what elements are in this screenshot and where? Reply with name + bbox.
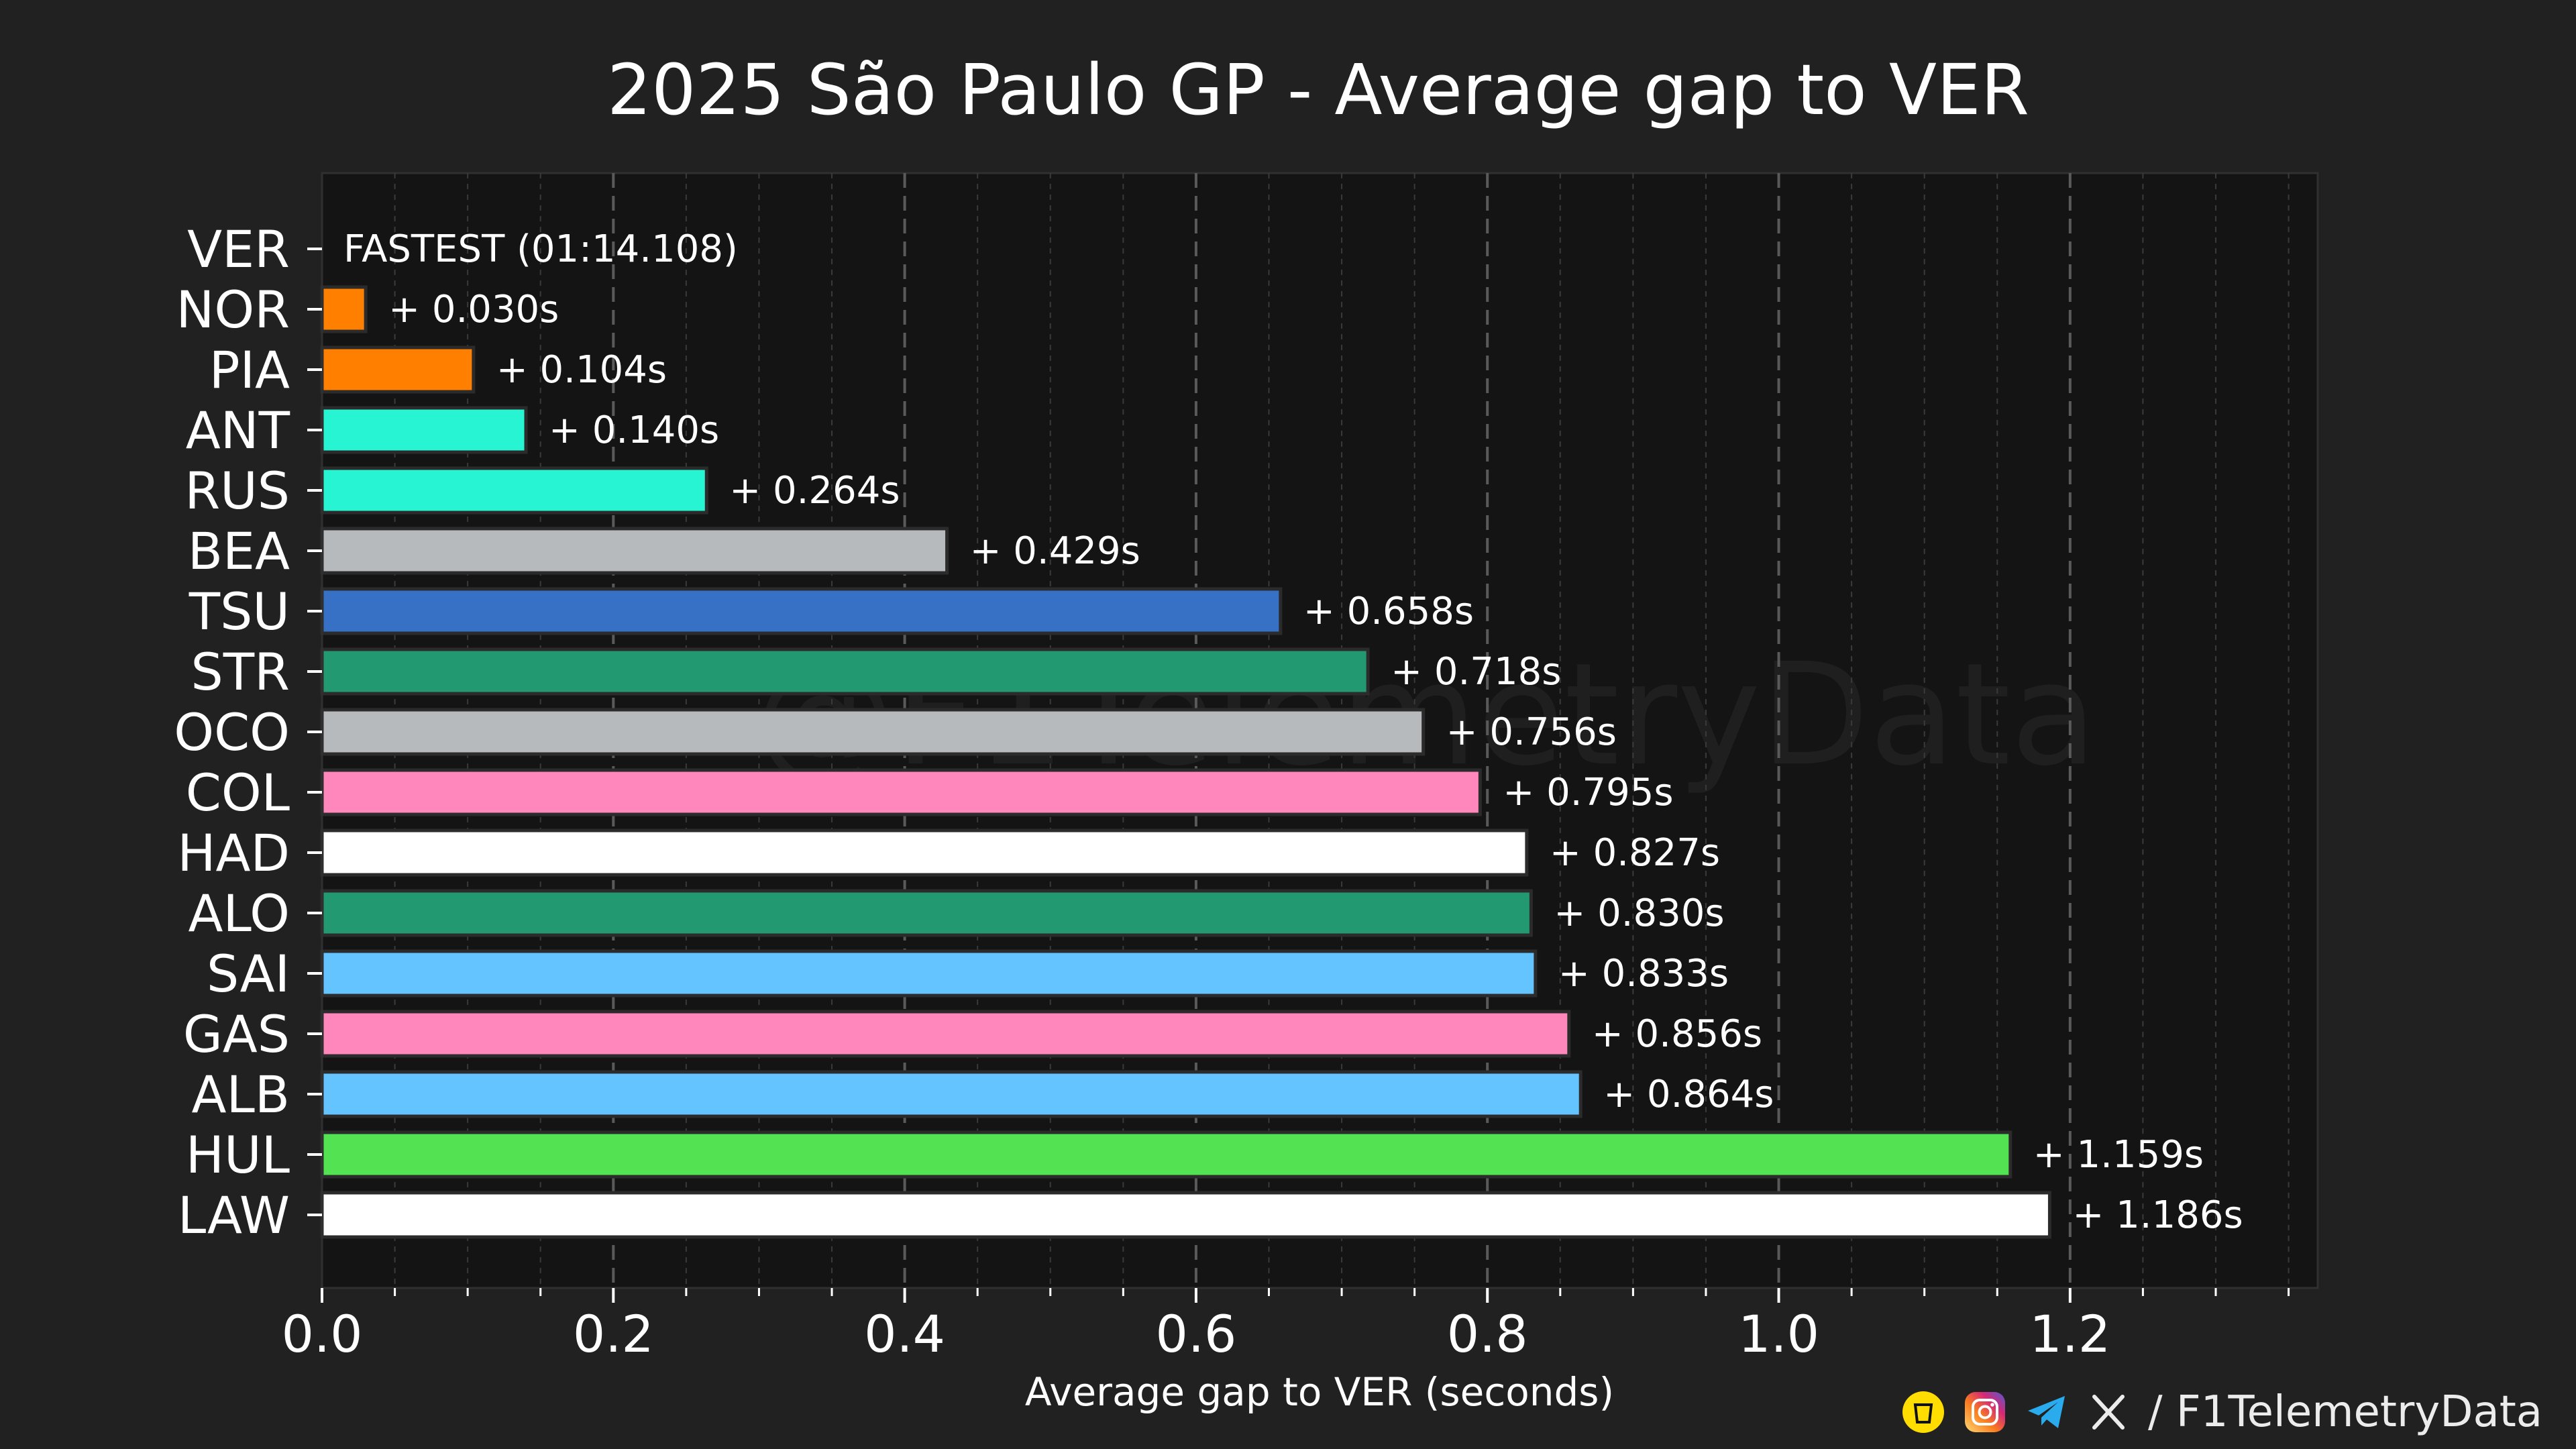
- y-tick-label-tsu: TSU: [189, 582, 290, 641]
- value-label-law: + 1.186s: [2072, 1193, 2243, 1237]
- footer: / F1TelemetryData: [1901, 1382, 2542, 1442]
- y-tick-label-law: LAW: [178, 1185, 290, 1245]
- value-label-str: + 0.718s: [1391, 650, 1561, 694]
- bar-pia: [320, 345, 476, 394]
- value-label-bea: + 0.429s: [970, 529, 1140, 573]
- telegram-icon[interactable]: [2025, 1390, 2069, 1434]
- value-label-ant: + 0.140s: [549, 409, 719, 452]
- x-axis-label: Average gap to VER (seconds): [1025, 1369, 1614, 1415]
- value-label-rus: + 0.264s: [729, 469, 900, 513]
- y-tick-label-oco: OCO: [174, 702, 290, 762]
- bar-sai: [320, 949, 1538, 998]
- value-label-sai: + 0.833s: [1558, 952, 1729, 996]
- x-tick-label: 0.8: [1447, 1304, 1528, 1364]
- y-tick-label-col: COL: [186, 763, 290, 822]
- bar-gas: [320, 1010, 1571, 1058]
- y-tick-label-gas: GAS: [183, 1004, 290, 1064]
- x-icon[interactable]: [2086, 1390, 2131, 1434]
- y-tick-label-alo: ALO: [189, 883, 290, 943]
- buymeacoffee-icon[interactable]: [1901, 1390, 1945, 1434]
- x-tick-label: 0.0: [282, 1304, 363, 1364]
- y-tick-label-str: STR: [191, 642, 290, 702]
- x-tick-label: 0.2: [573, 1304, 654, 1364]
- value-label-pia: + 0.104s: [496, 348, 667, 392]
- y-tick-label-had: HAD: [177, 823, 290, 883]
- y-tick-label-pia: PIA: [209, 340, 290, 400]
- value-label-col: + 0.795s: [1503, 771, 1673, 814]
- y-tick-label-sai: SAI: [207, 944, 290, 1004]
- bar-law: [320, 1191, 2051, 1239]
- bar-tsu: [320, 587, 1283, 635]
- value-label-alb: + 0.864s: [1603, 1073, 1774, 1116]
- bar-alb: [320, 1070, 1582, 1118]
- x-tick-label: 0.4: [864, 1304, 945, 1364]
- y-tick-label-bea: BEA: [188, 521, 290, 581]
- value-label-had: + 0.827s: [1550, 831, 1720, 875]
- bar-had: [320, 828, 1529, 877]
- value-label-tsu: + 0.658s: [1303, 590, 1474, 633]
- x-tick-label: 1.0: [1738, 1304, 1819, 1364]
- y-tick-label-rus: RUS: [184, 461, 290, 521]
- x-tick-label: 0.6: [1155, 1304, 1236, 1364]
- bar-nor: [320, 285, 368, 333]
- value-label-nor: + 0.030s: [388, 288, 559, 331]
- bar-alo: [320, 889, 1533, 937]
- chart-title: 2025 São Paulo GP - Average gap to VER: [607, 49, 2029, 131]
- bar-ant: [320, 406, 528, 454]
- y-tick-label-nor: NOR: [176, 280, 290, 339]
- bar-bea: [320, 527, 949, 575]
- footer-handle: / F1TelemetryData: [2148, 1387, 2542, 1437]
- value-label-ver: FASTEST (01:14.108): [343, 227, 738, 271]
- bar-rus: [320, 466, 708, 515]
- value-label-hul: + 1.159s: [2033, 1133, 2204, 1177]
- x-tick-label: 1.2: [2029, 1304, 2110, 1364]
- bar-col: [320, 768, 1482, 816]
- y-tick-label-hul: HUL: [186, 1125, 290, 1185]
- y-tick-label-ver: VER: [187, 219, 290, 279]
- bar-oco: [320, 708, 1426, 756]
- value-label-gas: + 0.856s: [1592, 1012, 1762, 1056]
- y-tick-label-alb: ALB: [192, 1065, 290, 1124]
- value-label-alo: + 0.830s: [1554, 892, 1724, 935]
- bar-str: [320, 647, 1370, 696]
- value-label-oco: + 0.756s: [1446, 710, 1617, 754]
- bar-hul: [320, 1130, 2012, 1179]
- y-tick-label-ant: ANT: [186, 400, 290, 460]
- instagram-icon[interactable]: [1963, 1390, 2007, 1434]
